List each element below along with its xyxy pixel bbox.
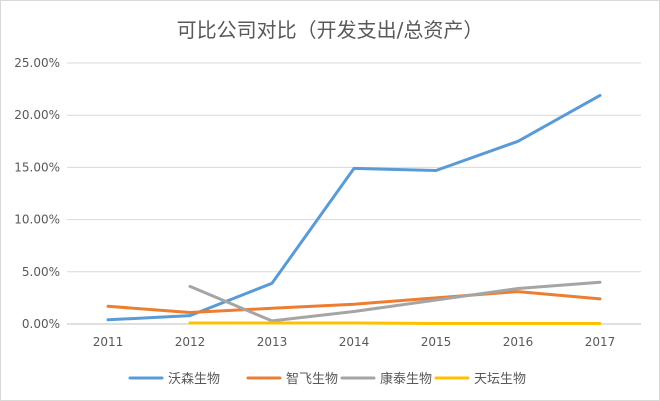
y-tick-label: 25.00%	[14, 56, 60, 70]
series-lines	[106, 93, 602, 325]
y-tick-label: 0.00%	[22, 317, 60, 331]
chart-title: 可比公司对比（开发支出/总资产）	[177, 18, 484, 42]
legend-label: 康泰生物	[380, 371, 432, 387]
x-tick-label: 2015	[421, 335, 452, 349]
legend: 沃森生物 智飞生物 康泰生物 天坛生物	[128, 371, 526, 387]
legend-item-4: 天坛生物	[434, 372, 526, 387]
series-line-3	[188, 280, 602, 323]
x-tick-label: 2017	[585, 335, 616, 349]
legend-label: 天坛生物	[474, 372, 526, 387]
series-line-4	[188, 321, 602, 325]
x-tick-label: 2013	[257, 335, 288, 349]
y-tick-label: 20.00%	[14, 108, 60, 122]
x-tick-label: 2014	[339, 335, 370, 349]
y-tick-label: 15.00%	[14, 160, 60, 174]
legend-item-1: 沃森生物	[128, 372, 220, 387]
y-axis-ticks: 0.00% 5.00% 10.00% 15.00% 20.00% 25.00%	[14, 56, 60, 331]
series-line-2	[106, 290, 602, 314]
legend-item-2: 智飞生物	[246, 372, 338, 387]
x-tick-label: 2016	[503, 335, 534, 349]
y-tick-label: 5.00%	[22, 265, 60, 279]
x-axis-ticks: 2011 2012 2013 2014 2015 2016 2017	[93, 335, 616, 349]
x-tick-label: 2012	[175, 335, 206, 349]
series-line-1	[106, 93, 602, 322]
legend-item-3: 康泰生物	[340, 371, 432, 387]
y-tick-label: 10.00%	[14, 213, 60, 227]
x-tick-label: 2011	[93, 335, 124, 349]
legend-label: 智飞生物	[286, 372, 338, 387]
legend-label: 沃森生物	[168, 372, 220, 387]
